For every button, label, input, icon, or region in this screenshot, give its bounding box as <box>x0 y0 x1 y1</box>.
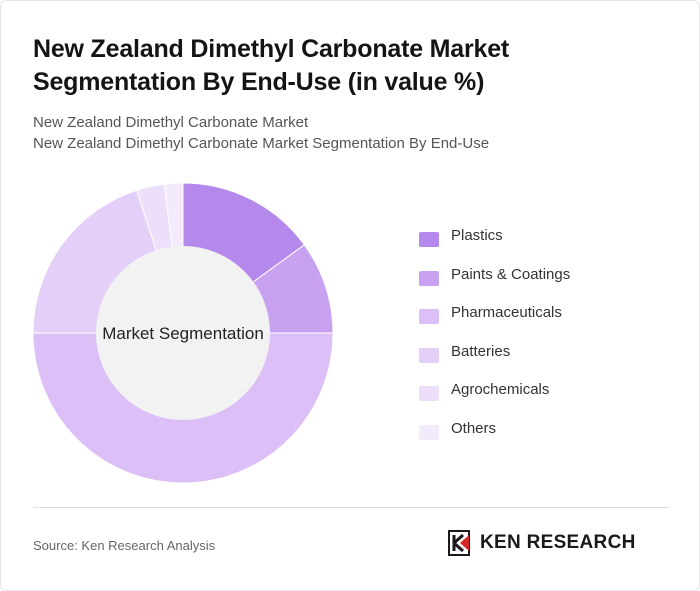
legend-label: Others <box>451 419 497 437</box>
footer-divider <box>33 507 669 508</box>
legend-label: Pharmaceuticals <box>451 304 562 321</box>
legend-label: Agrochemicals <box>451 381 550 398</box>
ken-research-logo-icon <box>448 530 470 556</box>
chart-title: New Zealand Dimethyl Carbonate Market Se… <box>33 35 510 96</box>
chart-subtitle-segmentation: New Zealand Dimethyl Carbonate Market Se… <box>33 135 490 152</box>
source-note: Source: Ken Research Analysis <box>33 538 216 553</box>
legend-swatch <box>419 270 439 286</box>
legend-label: Paints & Coatings <box>451 265 571 283</box>
donut-chart: Market Segmentation <box>33 183 333 483</box>
legend-swatch <box>419 309 439 324</box>
legend-swatch <box>419 232 439 247</box>
brand-name: KEN RESEARCH <box>480 532 636 553</box>
chart-subtitle-market: New Zealand Dimethyl Carbonate Market <box>33 114 309 131</box>
legend-swatch <box>419 386 439 401</box>
brand-logo: KEN RESEARCH <box>448 530 635 558</box>
legend-swatch <box>419 347 439 363</box>
legend-swatch <box>419 424 439 440</box>
legend-label: Plastics <box>451 227 503 244</box>
legend-label: Batteries <box>451 342 511 360</box>
donut-center <box>96 246 270 420</box>
donut-center-label: Market Segmentation <box>102 324 264 343</box>
